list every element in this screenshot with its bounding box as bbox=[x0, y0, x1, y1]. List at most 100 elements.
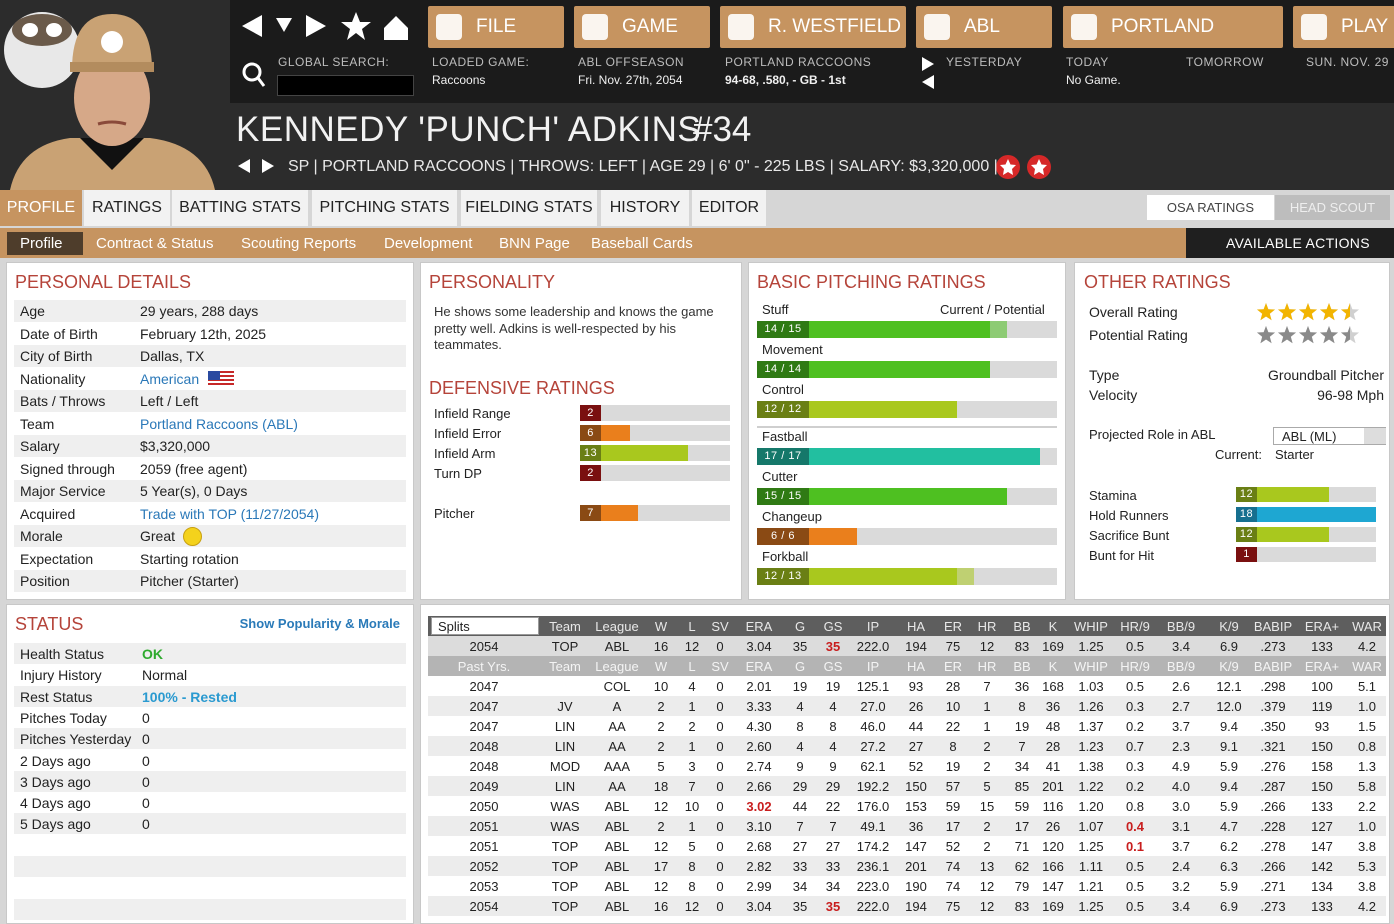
tab[interactable]: BATTING STATS bbox=[172, 190, 308, 226]
detail-value[interactable]: American bbox=[140, 370, 200, 387]
ratings-toggle[interactable]: OSA RATINGS bbox=[1147, 195, 1274, 220]
next-player[interactable] bbox=[262, 159, 274, 173]
home-icon[interactable] bbox=[384, 16, 408, 40]
status-value: 0 bbox=[142, 709, 150, 726]
forward-icon[interactable] bbox=[306, 15, 326, 37]
table-cell: 3.04 bbox=[746, 899, 772, 914]
table-cell: 1 bbox=[688, 739, 696, 754]
search-icon[interactable] bbox=[242, 62, 262, 82]
detail-label: Position bbox=[20, 573, 70, 589]
badge-star bbox=[1000, 159, 1016, 175]
panel-title: OTHER RATINGS bbox=[1084, 272, 1231, 292]
tab[interactable]: RATINGS bbox=[84, 190, 170, 226]
detail-value: Groundball Pitcher bbox=[1268, 367, 1384, 383]
status-value: 0 bbox=[142, 731, 150, 748]
table-cell: WAS bbox=[550, 819, 580, 834]
subtab[interactable]: Scouting Reports bbox=[241, 235, 357, 252]
prev-day-icon[interactable] bbox=[922, 75, 934, 89]
table-cell: .271 bbox=[1260, 879, 1286, 894]
table-cell: 19 bbox=[825, 679, 841, 694]
star-fill bbox=[1319, 326, 1339, 344]
down-icon[interactable] bbox=[276, 18, 292, 32]
table-cell: 1.26 bbox=[1078, 699, 1104, 714]
actions-button[interactable]: AVAILABLE ACTIONS bbox=[1226, 235, 1370, 251]
table-cell: 12 bbox=[979, 879, 995, 894]
subtab[interactable]: Development bbox=[384, 235, 473, 252]
prev-player[interactable] bbox=[238, 159, 250, 173]
rating-badge: 18 bbox=[1236, 507, 1257, 522]
next-day-icon[interactable] bbox=[922, 57, 934, 71]
header-cell: BB/9 bbox=[1166, 619, 1196, 634]
bar-track bbox=[580, 405, 730, 421]
detail-label: Bats / Throws bbox=[20, 393, 106, 409]
table-cell: 12.0 bbox=[1216, 699, 1242, 714]
table-cell: ABL bbox=[604, 859, 630, 874]
detail-value: Left / Left bbox=[140, 393, 199, 409]
status-link[interactable]: Show Popularity & Morale bbox=[239, 616, 400, 631]
subtab[interactable]: BNN Page bbox=[499, 235, 570, 252]
header-cell: ERA+ bbox=[1304, 619, 1340, 634]
defense-label: Turn DP bbox=[434, 466, 482, 481]
table-cell: .298 bbox=[1260, 679, 1286, 694]
tab[interactable]: HISTORY bbox=[601, 190, 689, 226]
table-cell: ABL bbox=[604, 899, 630, 914]
info-value: Fri. Nov. 27th, 2054 bbox=[578, 73, 683, 87]
table-cell: .228 bbox=[1260, 819, 1286, 834]
star-fill bbox=[1298, 303, 1318, 321]
table-cell: 10 bbox=[684, 799, 700, 814]
table-header bbox=[428, 616, 1386, 636]
pitching-legend: Current / Potential bbox=[940, 302, 1045, 317]
table-row bbox=[428, 776, 1386, 796]
detail-label: Acquired bbox=[20, 505, 76, 522]
status-label: 4 Days ago bbox=[20, 795, 91, 812]
rating-badge: 14 / 14 bbox=[757, 361, 809, 378]
nav-button[interactable]: PORTLAND bbox=[1063, 6, 1283, 48]
table-cell: 7 bbox=[983, 679, 991, 694]
nav-button[interactable]: PLAY bbox=[1293, 6, 1394, 48]
detail-value[interactable]: Trade with TOP (11/27/2054) bbox=[140, 505, 319, 522]
table-cell: 1.3 bbox=[1357, 759, 1377, 774]
role-select[interactable]: ABL (ML) bbox=[1273, 427, 1386, 445]
table-cell: 222.0 bbox=[856, 639, 890, 654]
table-cell: 2.66 bbox=[746, 779, 772, 794]
pitch-name: Forkball bbox=[762, 549, 809, 564]
table-cell: 6.9 bbox=[1219, 899, 1239, 914]
subtab[interactable]: Contract & Status bbox=[96, 235, 214, 252]
table-cell: 17 bbox=[653, 859, 669, 874]
search-input[interactable] bbox=[277, 75, 414, 96]
nav-button[interactable]: GAME bbox=[574, 6, 710, 48]
defense-label: Pitcher bbox=[434, 506, 475, 521]
nav-icon bbox=[582, 14, 608, 40]
tab[interactable]: EDITOR bbox=[692, 190, 766, 226]
table-cell: 1.37 bbox=[1078, 719, 1104, 734]
back-icon[interactable] bbox=[242, 15, 262, 37]
nav-icon bbox=[728, 14, 754, 40]
table-cell: 27 bbox=[792, 839, 808, 854]
star-icon[interactable] bbox=[341, 12, 371, 40]
table-cell: 49.1 bbox=[860, 819, 886, 834]
table-cell: 52 bbox=[945, 839, 961, 854]
table-cell: 79 bbox=[1014, 879, 1030, 894]
nav-button[interactable]: R. WESTFIELD bbox=[720, 6, 906, 48]
tab[interactable]: FIELDING STATS bbox=[461, 190, 597, 226]
subtab[interactable]: Baseball Cards bbox=[591, 235, 693, 252]
tab[interactable]: PROFILE bbox=[0, 190, 82, 226]
nav-button[interactable]: FILE bbox=[428, 6, 564, 48]
table-cell: 0.8 bbox=[1357, 739, 1377, 754]
header-cell: L bbox=[688, 619, 696, 634]
table-cell: 150 bbox=[905, 779, 927, 794]
subtab[interactable]: Profile bbox=[20, 235, 63, 252]
tab[interactable]: PITCHING STATS bbox=[312, 190, 457, 226]
star-fill bbox=[1319, 303, 1339, 321]
subtab-active-bg bbox=[7, 232, 83, 255]
table-cell: 4.2 bbox=[1357, 639, 1377, 654]
splits-select[interactable]: Splits bbox=[431, 617, 539, 635]
table-cell: 1.03 bbox=[1078, 679, 1104, 694]
info-value: No Game. bbox=[1066, 73, 1121, 87]
detail-value[interactable]: Portland Raccoons (ABL) bbox=[140, 415, 298, 432]
ratings-toggle[interactable]: HEAD SCOUT bbox=[1275, 195, 1390, 220]
nav-button[interactable]: ABL bbox=[916, 6, 1052, 48]
table-cell: 35 bbox=[792, 639, 808, 654]
status-label: Health Status bbox=[20, 646, 105, 662]
table-cell: 0.4 bbox=[1125, 819, 1145, 834]
